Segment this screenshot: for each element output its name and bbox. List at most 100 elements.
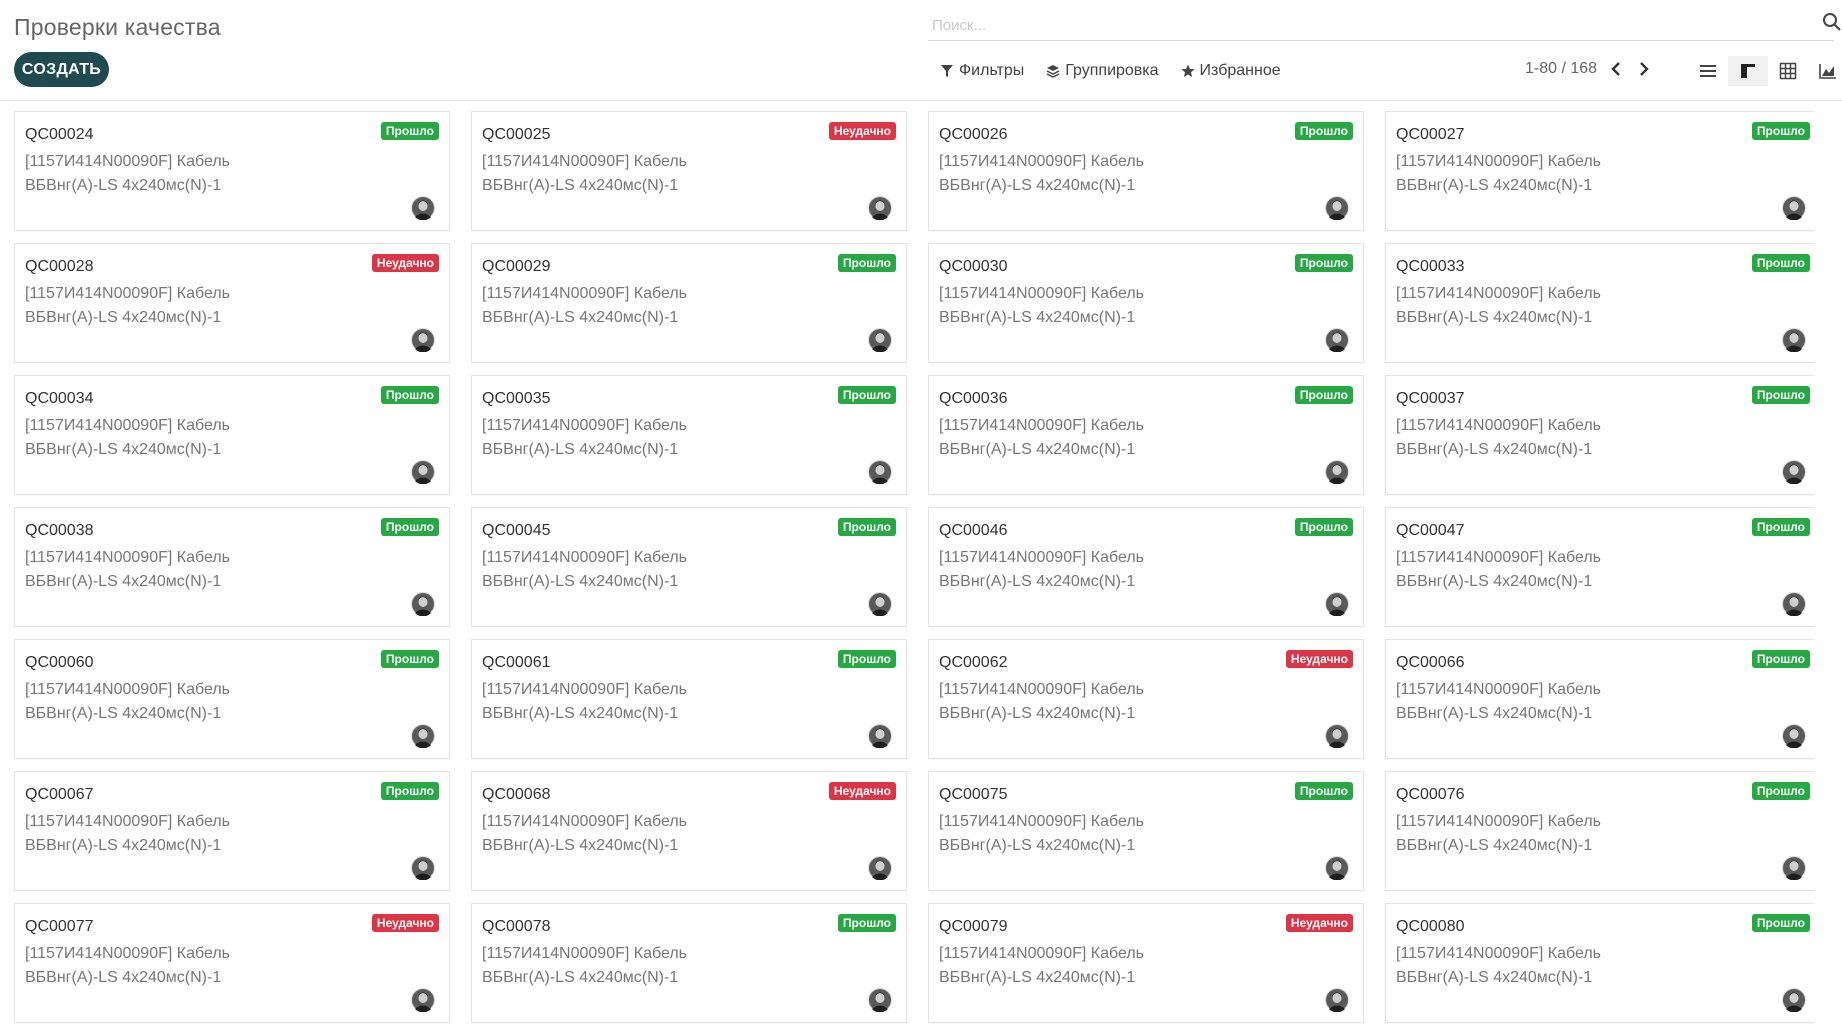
avatar[interactable] — [1782, 592, 1806, 617]
avatar[interactable] — [1325, 724, 1349, 749]
kanban-card[interactable]: QC00060 Прошло [1157И414N00090F] Кабель ВБВ… — [14, 639, 450, 759]
graph-view-icon[interactable] — [1808, 56, 1842, 86]
avatar[interactable] — [1325, 592, 1349, 617]
group-by-button[interactable]: Группировка — [1046, 62, 1159, 80]
card-title: QC00061 — [482, 654, 551, 671]
kanban-card[interactable]: QC00061 Прошло [1157И414N00090F] Кабель ВБВ… — [471, 639, 907, 759]
kanban-card[interactable]: QC00067 Прошло [1157И414N00090F] Кабель ВБВ… — [14, 771, 450, 891]
kanban-card[interactable]: QC00078 Прошло [1157И414N00090F] Кабель ВБВ… — [471, 903, 907, 1023]
avatar[interactable] — [1782, 328, 1806, 353]
avatar[interactable] — [1325, 328, 1349, 353]
search-input[interactable] — [928, 10, 1834, 41]
avatar[interactable] — [1782, 724, 1806, 749]
search-icon[interactable] — [1822, 12, 1842, 32]
kanban-card[interactable]: QC00027 Прошло [1157И414N00090F] Кабель ВБВ… — [1385, 111, 1814, 231]
avatar[interactable] — [411, 460, 435, 485]
kanban-card[interactable]: QC00075 Прошло [1157И414N00090F] Кабель ВБВ… — [928, 771, 1364, 891]
avatar[interactable] — [411, 988, 435, 1013]
status-badge: Прошло — [1294, 782, 1353, 800]
avatar[interactable] — [1325, 856, 1349, 881]
kanban-card[interactable]: QC00076 Прошло [1157И414N00090F] Кабель ВБВ… — [1385, 771, 1814, 891]
card-title: QC00060 — [25, 654, 94, 671]
kanban-card[interactable]: QC00028 Неудачно [1157И414N00090F] Кабель В… — [14, 243, 450, 363]
avatar[interactable] — [1782, 988, 1806, 1013]
avatar[interactable] — [868, 592, 892, 617]
product-line-2: ВБВнг(A)-LS 4x240мс(N)-1 — [482, 573, 679, 590]
card-product: [1157И414N00090F] Кабель ВБВнг(A)-LS 4x24… — [1396, 942, 1756, 990]
avatar[interactable] — [868, 196, 892, 221]
list-view-icon[interactable] — [1688, 56, 1728, 86]
card-product: [1157И414N00090F] Кабель ВБВнг(A)-LS 4x24… — [1396, 150, 1756, 198]
card-product: [1157И414N00090F] Кабель ВБВнг(A)-LS 4x24… — [939, 678, 1299, 726]
kanban-card[interactable]: QC00080 Прошло [1157И414N00090F] Кабель ВБВ… — [1385, 903, 1814, 1023]
kanban-card[interactable]: QC00068 Неудачно [1157И414N00090F] Кабель В… — [471, 771, 907, 891]
product-line-2: ВБВнг(A)-LS 4x240мс(N)-1 — [939, 441, 1136, 458]
product-line-1: [1157И414N00090F] Кабель — [482, 285, 687, 302]
product-line-1: [1157И414N00090F] Кабель — [25, 417, 230, 434]
card-product: [1157И414N00090F] Кабель ВБВнг(A)-LS 4x24… — [482, 546, 842, 594]
product-line-1: [1157И414N00090F] Кабель — [25, 681, 230, 698]
avatar[interactable] — [411, 856, 435, 881]
card-product: [1157И414N00090F] Кабель ВБВнг(A)-LS 4x24… — [25, 282, 385, 330]
avatar[interactable] — [868, 856, 892, 881]
kanban-card[interactable]: QC00030 Прошло [1157И414N00090F] Кабель ВБВ… — [928, 243, 1364, 363]
kanban-card[interactable]: QC00024 Прошло [1157И414N00090F] Кабель ВБВ… — [14, 111, 450, 231]
pager-value[interactable]: 1-80 / 168 — [1525, 60, 1598, 77]
kanban-card[interactable]: QC00079 Неудачно [1157И414N00090F] Кабель В… — [928, 903, 1364, 1023]
kanban-card[interactable]: QC00029 Прошло [1157И414N00090F] Кабель ВБВ… — [471, 243, 907, 363]
card-product: [1157И414N00090F] Кабель ВБВнг(A)-LS 4x24… — [482, 942, 842, 990]
status-badge: Прошло — [1751, 782, 1810, 800]
kanban-card[interactable]: QC00037 Прошло [1157И414N00090F] Кабель ВБВ… — [1385, 375, 1814, 495]
create-button[interactable]: СОЗДАТЬ — [14, 52, 109, 87]
avatar[interactable] — [1782, 196, 1806, 221]
status-badge: Неудачно — [828, 782, 896, 800]
chevron-left-icon[interactable] — [1607, 60, 1625, 78]
kanban-card[interactable]: QC00036 Прошло [1157И414N00090F] Кабель ВБВ… — [928, 375, 1364, 495]
status-badge: Прошло — [380, 650, 439, 668]
kanban-view-icon[interactable] — [1728, 56, 1768, 86]
product-line-1: [1157И414N00090F] Кабель — [1396, 945, 1601, 962]
product-line-2: ВБВнг(A)-LS 4x240мс(N)-1 — [1396, 309, 1593, 326]
kanban-card[interactable]: QC00066 Прошло [1157И414N00090F] Кабель ВБВ… — [1385, 639, 1814, 759]
avatar[interactable] — [1325, 460, 1349, 485]
card-product: [1157И414N00090F] Кабель ВБВнг(A)-LS 4x24… — [482, 282, 842, 330]
pivot-view-icon[interactable] — [1768, 56, 1808, 86]
filters-button[interactable]: Фильтры — [940, 62, 1024, 80]
status-badge: Прошло — [1294, 254, 1353, 272]
kanban-card[interactable]: QC00025 Неудачно [1157И414N00090F] Кабель В… — [471, 111, 907, 231]
search-options: Фильтры Группировка Избранное — [940, 62, 1281, 80]
layers-icon — [1046, 65, 1060, 78]
avatar[interactable] — [411, 196, 435, 221]
product-line-1: [1157И414N00090F] Кабель — [482, 549, 687, 566]
avatar[interactable] — [411, 592, 435, 617]
chevron-right-icon[interactable] — [1635, 60, 1653, 78]
avatar[interactable] — [411, 724, 435, 749]
group-by-label: Группировка — [1065, 62, 1159, 79]
product-line-2: ВБВнг(A)-LS 4x240мс(N)-1 — [482, 177, 679, 194]
kanban-card[interactable]: QC00045 Прошло [1157И414N00090F] Кабель ВБВ… — [471, 507, 907, 627]
card-title: QC00027 — [1396, 126, 1465, 143]
avatar[interactable] — [868, 724, 892, 749]
favorites-button[interactable]: Избранное — [1181, 62, 1281, 80]
kanban-card[interactable]: QC00062 Неудачно [1157И414N00090F] Кабель В… — [928, 639, 1364, 759]
kanban-card[interactable]: QC00034 Прошло [1157И414N00090F] Кабель ВБВ… — [14, 375, 450, 495]
product-line-2: ВБВнг(A)-LS 4x240мс(N)-1 — [939, 969, 1136, 986]
kanban-card[interactable]: QC00077 Неудачно [1157И414N00090F] Кабель В… — [14, 903, 450, 1023]
kanban-card[interactable]: QC00038 Прошло [1157И414N00090F] Кабель ВБВ… — [14, 507, 450, 627]
avatar[interactable] — [1782, 856, 1806, 881]
avatar[interactable] — [868, 328, 892, 353]
product-line-1: [1157И414N00090F] Кабель — [1396, 549, 1601, 566]
kanban-card[interactable]: QC00047 Прошло [1157И414N00090F] Кабель ВБВ… — [1385, 507, 1814, 627]
avatar[interactable] — [1325, 988, 1349, 1013]
avatar[interactable] — [868, 988, 892, 1013]
star-icon — [1181, 64, 1195, 77]
status-badge: Прошло — [837, 254, 896, 272]
kanban-card[interactable]: QC00035 Прошло [1157И414N00090F] Кабель ВБВ… — [471, 375, 907, 495]
kanban-card[interactable]: QC00033 Прошло [1157И414N00090F] Кабель ВБВ… — [1385, 243, 1814, 363]
avatar[interactable] — [411, 328, 435, 353]
avatar[interactable] — [1325, 196, 1349, 221]
kanban-card[interactable]: QC00046 Прошло [1157И414N00090F] Кабель ВБВ… — [928, 507, 1364, 627]
avatar[interactable] — [868, 460, 892, 485]
kanban-card[interactable]: QC00026 Прошло [1157И414N00090F] Кабель ВБВ… — [928, 111, 1364, 231]
avatar[interactable] — [1782, 460, 1806, 485]
